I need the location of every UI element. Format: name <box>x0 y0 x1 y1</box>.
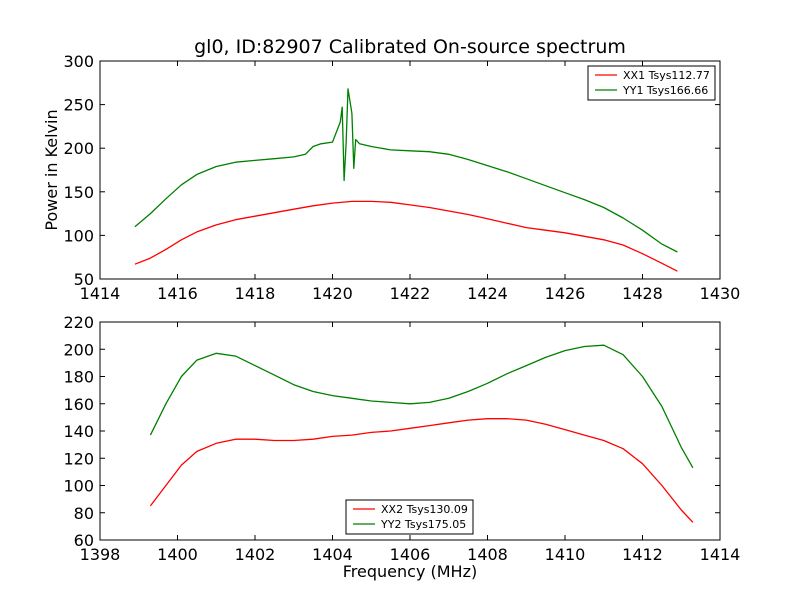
y-tick-label: 200 <box>63 139 94 158</box>
x-tick-label: 1404 <box>312 545 353 564</box>
chart-title: gl0, ID:82907 Calibrated On-source spect… <box>194 36 626 58</box>
x-tick-label: 1424 <box>467 284 508 303</box>
x-tick-label: 1398 <box>80 545 121 564</box>
y-tick-label: 60 <box>74 531 94 550</box>
x-tick-label: 1422 <box>390 284 431 303</box>
x-tick-label: 1418 <box>235 284 276 303</box>
x-tick-label: 1412 <box>622 545 663 564</box>
legend-label: YY2 Tsys175.05 <box>380 518 466 531</box>
x-tick-label: 1426 <box>545 284 586 303</box>
y-tick-label: 120 <box>63 449 94 468</box>
legend-box <box>345 499 474 535</box>
legend-box <box>587 65 716 101</box>
y-tick-label: 250 <box>63 96 94 115</box>
x-tick-label: 1400 <box>157 545 198 564</box>
series-line-xx1 <box>134 200 678 272</box>
series-line-xx2 <box>149 418 694 523</box>
y-tick-label: 200 <box>63 340 94 359</box>
x-tick-label: 1406 <box>390 545 431 564</box>
x-tick-label: 1416 <box>157 284 198 303</box>
x-tick-label: 1430 <box>700 284 741 303</box>
y-tick-label: 160 <box>63 395 94 414</box>
legend-label: YY1 Tsys166.66 <box>622 84 708 97</box>
y-tick-label: 100 <box>63 226 94 245</box>
x-tick-label: 1408 <box>467 545 508 564</box>
y-tick-label: 100 <box>63 477 94 496</box>
series-line-yy1 <box>134 88 678 253</box>
x-tick-label: 1420 <box>312 284 353 303</box>
y-tick-label: 150 <box>63 183 94 202</box>
lower-plot: 1398 1400 1402 1404 1406 1408 1410 1412 1414 60 80… <box>63 313 740 581</box>
upper-plot: 1414 1416 1418 1420 1422 1424 1426 1428 1430 50 10… <box>42 52 740 303</box>
legend: XX1 Tsys112.77 YY1 Tsys166.66 <box>587 65 716 101</box>
x-tick-label: 1414 <box>80 284 121 303</box>
y-tick-label: 140 <box>63 422 94 441</box>
y-tick-label: 80 <box>74 504 94 523</box>
legend-label: XX2 Tsys130.09 <box>381 503 468 516</box>
x-tick-label: 1410 <box>545 545 586 564</box>
y-tick-label: 220 <box>63 313 94 332</box>
legend: XX2 Tsys130.09 YY2 Tsys175.05 <box>345 499 474 535</box>
x-tick-label: 1402 <box>235 545 276 564</box>
y-axis-label: Power in Kelvin <box>42 109 61 230</box>
x-tick-label: 1428 <box>622 284 663 303</box>
y-tick-label: 180 <box>63 368 94 387</box>
x-tick-label: 1414 <box>700 545 741 564</box>
legend-label: XX1 Tsys112.77 <box>623 69 710 82</box>
y-tick-label: 50 <box>74 270 94 289</box>
y-tick-label: 300 <box>63 52 94 71</box>
x-axis-label: Frequency (MHz) <box>343 562 477 581</box>
series-line-yy2 <box>149 344 694 469</box>
